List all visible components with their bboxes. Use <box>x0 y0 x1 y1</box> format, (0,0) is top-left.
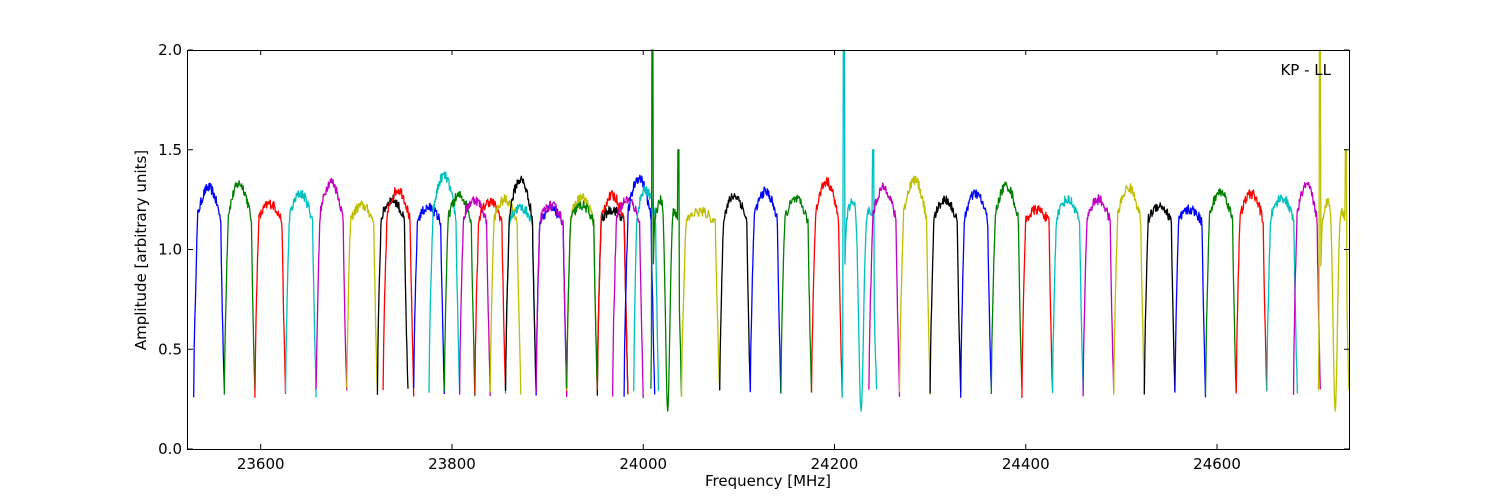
series-line <box>680 206 721 397</box>
series-line <box>1174 204 1207 398</box>
series-line <box>315 177 348 391</box>
series-line <box>254 199 287 398</box>
series-line <box>596 190 629 395</box>
series-line <box>990 181 1023 395</box>
series-line <box>1113 183 1145 395</box>
y-tick-label: 1.5 <box>158 141 182 159</box>
y-tick-label: 0.0 <box>158 440 182 458</box>
series-line <box>898 175 931 395</box>
series-line <box>504 175 537 391</box>
series-line <box>1235 189 1268 394</box>
series-line <box>535 205 568 396</box>
x-tick-label: 24000 <box>619 455 667 473</box>
series-line <box>1051 195 1084 394</box>
series-line <box>841 49 878 412</box>
series-line <box>193 182 225 398</box>
x-axis-ticks: 23600 23800 24000 24200 24400 24600 <box>237 50 1241 473</box>
series-line <box>443 190 476 397</box>
chart-annotation: KP - LL <box>1280 61 1331 79</box>
series-line <box>1317 49 1350 412</box>
y-axis-ticks: 0.0 0.5 1.0 1.5 2.0 <box>158 41 1349 458</box>
series-line <box>223 180 256 395</box>
series-line <box>633 185 660 392</box>
series-line <box>458 196 491 397</box>
series-line <box>346 200 379 390</box>
plot-frame <box>187 50 1350 450</box>
series-line <box>566 200 598 389</box>
series-line <box>749 186 782 394</box>
series-line <box>1143 202 1176 395</box>
series-line <box>1204 188 1237 396</box>
series-line <box>960 189 992 398</box>
series-line <box>284 189 317 398</box>
y-axis-label: Amplitude [arbitrary units] <box>132 150 150 350</box>
x-tick-label: 23600 <box>237 455 285 473</box>
series-line <box>1082 194 1115 397</box>
series-line <box>810 177 843 395</box>
series-line <box>623 174 656 397</box>
series-line <box>535 200 568 398</box>
series-line <box>1266 194 1299 394</box>
y-tick-label: 1.0 <box>158 241 182 259</box>
series-line <box>489 194 522 395</box>
series-line <box>413 202 445 395</box>
series-line <box>929 195 962 394</box>
y-tick-label: 2.0 <box>158 41 182 59</box>
x-tick-label: 24400 <box>1002 455 1050 473</box>
series-line <box>428 171 461 393</box>
series-line <box>780 194 813 394</box>
series-line <box>474 197 507 395</box>
series-line <box>1021 204 1054 399</box>
x-tick-label: 24200 <box>811 455 859 473</box>
series-line <box>650 49 683 412</box>
x-axis-label: Frequency [MHz] <box>705 472 831 490</box>
series-line <box>868 182 901 397</box>
series-line <box>1292 181 1321 395</box>
x-tick-label: 23800 <box>428 455 476 473</box>
x-tick-label: 24600 <box>1193 455 1241 473</box>
series-line <box>382 186 415 397</box>
series-line <box>376 194 409 395</box>
series-line <box>719 192 751 391</box>
plot-lines <box>193 49 1350 412</box>
y-tick-label: 0.5 <box>158 340 182 358</box>
series-line <box>611 196 644 399</box>
